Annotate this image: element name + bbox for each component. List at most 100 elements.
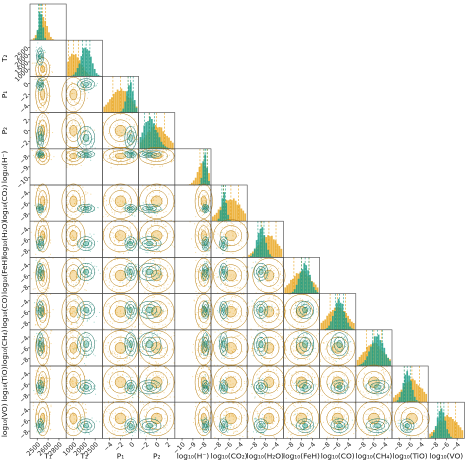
sample-point	[66, 219, 68, 222]
sample-point	[197, 243, 199, 245]
sample-point	[35, 253, 37, 255]
sample-point	[39, 99, 41, 101]
sample-point	[173, 281, 175, 283]
sample-point	[117, 156, 119, 158]
sample-point	[146, 284, 148, 286]
sample-point	[75, 201, 77, 203]
sample-point	[66, 250, 68, 252]
sample-point	[255, 261, 257, 263]
sample-point	[39, 142, 41, 144]
sample-point	[81, 196, 83, 198]
sample-point	[50, 239, 52, 241]
sample-point	[38, 161, 40, 163]
sample-point	[141, 235, 144, 237]
sample-point	[121, 153, 123, 155]
sample-point	[132, 152, 134, 154]
sample-point	[43, 163, 45, 165]
sample-point	[153, 308, 155, 310]
hist-bar	[267, 249, 269, 258]
panel-T2-vs-log10(FeH)	[61, 257, 103, 294]
sample-point	[242, 266, 244, 268]
sample-point	[108, 278, 110, 280]
sample-point	[144, 153, 146, 155]
hist-bar	[109, 99, 111, 113]
hist-bar	[126, 91, 128, 113]
sample-point	[32, 288, 34, 290]
sample-point	[73, 83, 75, 86]
sample-point	[70, 159, 72, 161]
sample-point	[205, 194, 207, 196]
sample-point	[128, 323, 130, 325]
sample-point	[150, 185, 152, 187]
sample-point	[165, 274, 168, 276]
sample-point	[39, 88, 41, 90]
sample-point	[116, 132, 118, 135]
sample-point	[47, 148, 50, 151]
hist-bar	[120, 88, 123, 113]
sample-point	[73, 148, 75, 151]
sample-point	[110, 200, 112, 202]
sample-point	[49, 154, 51, 156]
sample-point	[66, 91, 68, 94]
sample-point	[82, 272, 84, 274]
sample-point	[44, 207, 46, 209]
sample-point	[83, 81, 86, 83]
density-contour	[38, 53, 42, 60]
sample-point	[268, 281, 270, 283]
hist-bar	[269, 254, 271, 258]
sample-point	[43, 52, 45, 54]
density-contour	[38, 190, 48, 213]
sample-point	[198, 292, 200, 294]
sample-point	[160, 274, 162, 276]
sample-point	[84, 139, 86, 141]
sample-point	[82, 153, 84, 155]
density-contour	[109, 150, 132, 162]
sample-point	[159, 301, 161, 303]
sample-point	[42, 228, 44, 230]
sample-point	[40, 85, 42, 88]
sample-point	[46, 263, 48, 265]
sample-point	[223, 232, 225, 234]
sample-point	[37, 295, 39, 297]
hist-bar	[194, 177, 197, 185]
sample-point	[42, 70, 44, 72]
sample-point	[154, 260, 156, 262]
sample-point	[143, 154, 145, 156]
sample-point	[69, 242, 71, 244]
sample-point	[91, 146, 94, 148]
sample-point	[90, 84, 92, 86]
sample-point	[168, 193, 170, 195]
hist-bar	[95, 73, 98, 77]
sample-point	[152, 296, 154, 298]
sample-point	[72, 221, 74, 223]
sample-point	[84, 127, 86, 129]
sample-point	[44, 201, 47, 203]
sample-point	[158, 209, 160, 211]
sample-point	[67, 150, 69, 152]
sample-point	[71, 99, 73, 101]
sample-point	[132, 135, 135, 137]
sample-point	[47, 112, 49, 114]
sample-point	[83, 206, 85, 208]
sample-point	[47, 290, 49, 292]
sample-point	[46, 135, 48, 137]
sample-point	[204, 228, 206, 230]
sample-point	[209, 247, 211, 249]
sample-point	[43, 79, 45, 81]
hist-bar	[278, 245, 281, 258]
sample-point	[159, 280, 161, 283]
sample-point	[82, 82, 84, 84]
sample-point	[267, 280, 269, 283]
sample-point	[173, 205, 175, 207]
sample-point	[148, 240, 150, 242]
sample-point	[76, 111, 78, 113]
y-tick-label: −2	[18, 92, 30, 104]
hist-bar	[91, 63, 94, 77]
sample-point	[41, 151, 43, 153]
hist-bar	[69, 56, 71, 77]
density-contour	[69, 269, 78, 282]
sample-point	[43, 248, 45, 250]
y-tick-label: −4	[18, 189, 30, 201]
sample-point	[134, 269, 136, 271]
sample-point	[111, 209, 113, 211]
